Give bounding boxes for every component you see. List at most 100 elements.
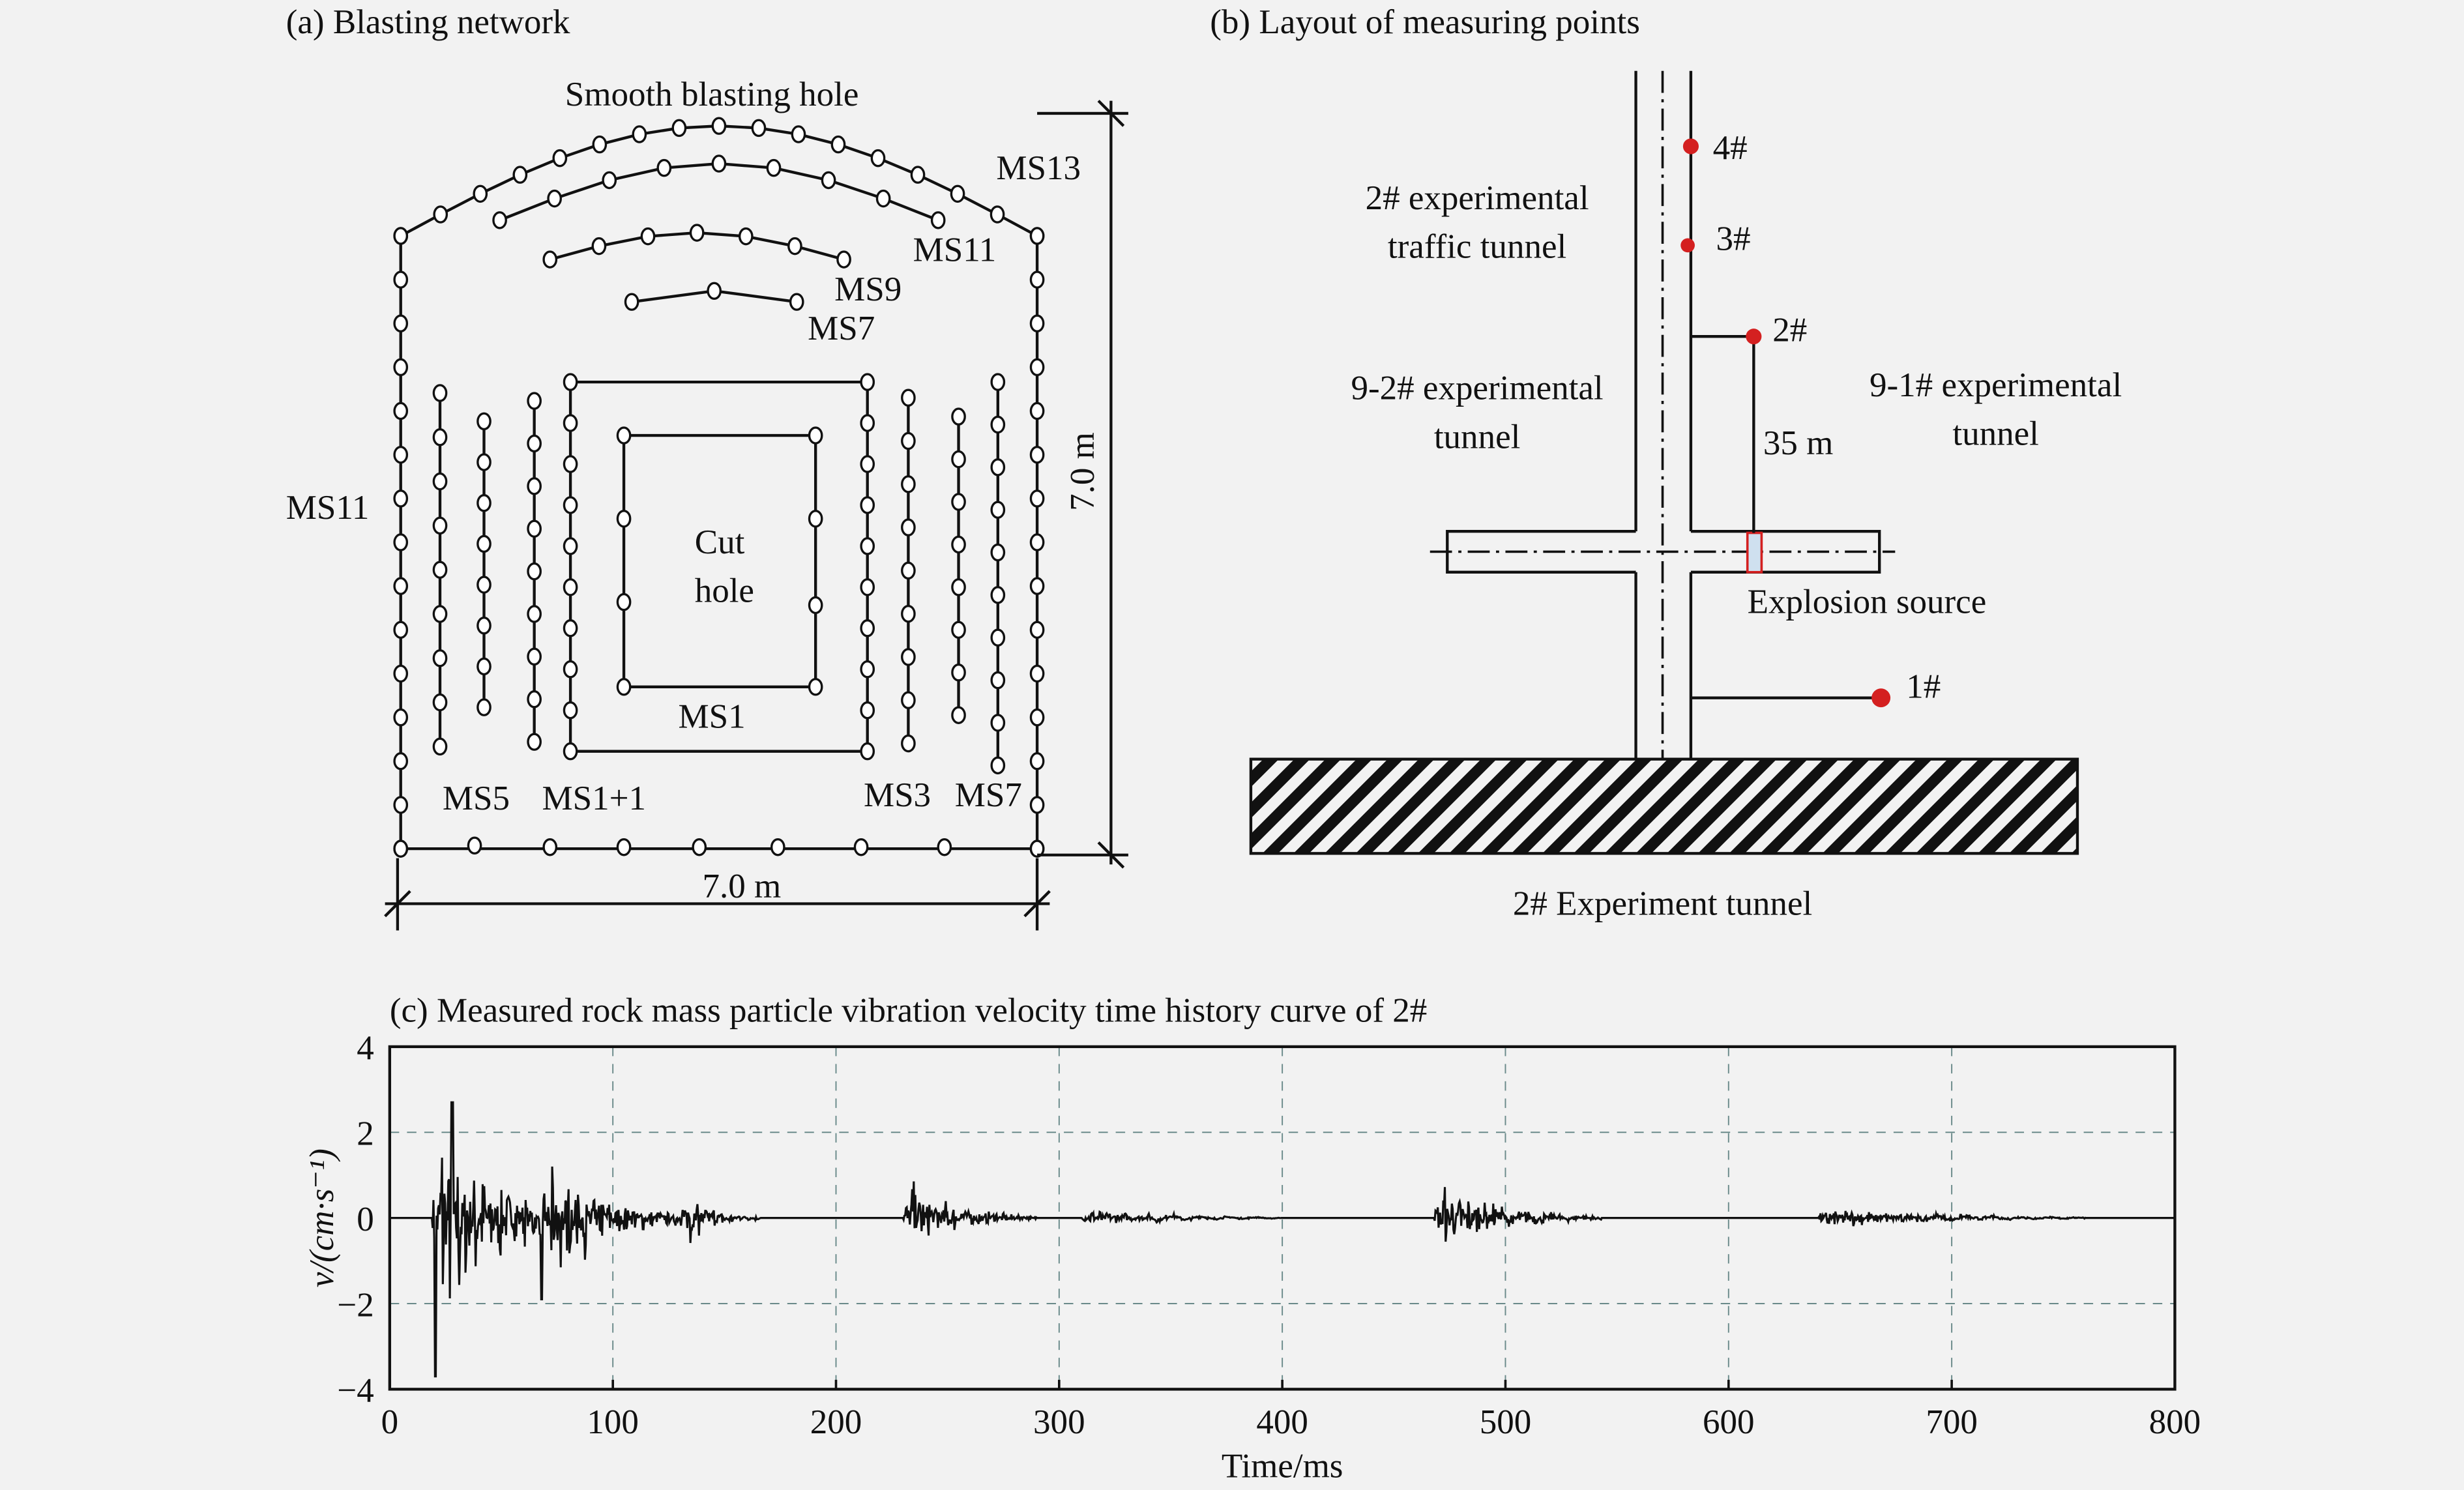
hole bbox=[751, 119, 767, 138]
x-tick-label: 400 bbox=[1256, 1403, 1308, 1441]
hole bbox=[901, 648, 916, 666]
hole bbox=[432, 737, 448, 756]
hole bbox=[477, 494, 491, 512]
hole bbox=[901, 604, 916, 623]
hole bbox=[393, 358, 409, 377]
hole bbox=[789, 293, 804, 311]
label-ms9: MS9 bbox=[834, 270, 902, 308]
hole bbox=[901, 691, 916, 710]
hole bbox=[527, 690, 542, 708]
hole bbox=[951, 706, 966, 724]
hole bbox=[791, 125, 806, 143]
hole bbox=[432, 472, 448, 491]
hole bbox=[542, 250, 558, 269]
blast-holes bbox=[393, 117, 1045, 858]
label-traffic-tunnel-2: traffic tunnel bbox=[1388, 228, 1566, 266]
hole bbox=[1029, 402, 1045, 420]
hole bbox=[951, 450, 966, 469]
x-tick-label: 600 bbox=[1703, 1403, 1755, 1441]
hole bbox=[563, 619, 578, 637]
hole bbox=[393, 314, 409, 332]
hole bbox=[830, 135, 846, 154]
hole bbox=[393, 227, 409, 245]
hole bbox=[860, 414, 875, 432]
hole bbox=[542, 838, 558, 856]
hole bbox=[860, 701, 875, 720]
hole bbox=[689, 224, 705, 242]
hole bbox=[930, 211, 946, 229]
experiment-tunnel-hatch bbox=[1249, 757, 2079, 855]
hole bbox=[711, 117, 727, 135]
hole bbox=[990, 501, 1006, 519]
hole bbox=[860, 578, 875, 596]
hole bbox=[738, 227, 754, 246]
hole bbox=[393, 840, 409, 858]
hole bbox=[1029, 270, 1045, 289]
label-ms7-bottom: MS7 bbox=[955, 776, 1022, 814]
hole bbox=[477, 412, 491, 431]
hole bbox=[1029, 227, 1045, 245]
hole bbox=[950, 184, 965, 203]
panel-b-measuring-layout: (b) Layout of measuring points 4# 3# 2# … bbox=[1210, 3, 2122, 922]
hole bbox=[1029, 664, 1045, 683]
hole bbox=[990, 586, 1006, 604]
hole bbox=[860, 660, 875, 679]
hole bbox=[432, 693, 448, 712]
hole bbox=[393, 708, 409, 727]
hole bbox=[616, 592, 632, 611]
hole bbox=[770, 838, 785, 856]
hole bbox=[432, 649, 448, 667]
hole bbox=[901, 518, 916, 536]
hole bbox=[616, 510, 632, 528]
label-ms5: MS5 bbox=[443, 780, 510, 817]
hole bbox=[563, 578, 578, 596]
x-tick-label: 300 bbox=[1033, 1403, 1085, 1441]
hole bbox=[393, 664, 409, 683]
hole bbox=[632, 125, 647, 143]
hole bbox=[393, 445, 409, 464]
hole bbox=[860, 373, 875, 391]
y-tick-label: −4 bbox=[337, 1372, 374, 1410]
hole bbox=[467, 836, 482, 855]
chart-title: (c) Measured rock mass particle vibratio… bbox=[390, 991, 1427, 1029]
y-tick-label: 0 bbox=[357, 1201, 374, 1238]
hole bbox=[808, 510, 823, 528]
hole bbox=[711, 154, 727, 173]
hole bbox=[808, 678, 823, 696]
hole bbox=[1029, 621, 1045, 639]
hole bbox=[836, 250, 851, 269]
hole bbox=[616, 678, 632, 696]
hole bbox=[808, 596, 823, 615]
hole bbox=[527, 434, 542, 453]
hole bbox=[901, 475, 916, 493]
hole bbox=[563, 455, 578, 473]
hole bbox=[393, 752, 409, 770]
x-tick-label: 500 bbox=[1480, 1403, 1532, 1441]
hole bbox=[624, 293, 639, 311]
hole bbox=[656, 158, 672, 177]
hole bbox=[563, 742, 578, 761]
panel-b-title: (b) Layout of measuring points bbox=[1210, 3, 1640, 41]
hole bbox=[860, 496, 875, 514]
x-tick-label: 0 bbox=[381, 1403, 399, 1441]
x-tick-label: 800 bbox=[2149, 1403, 2201, 1441]
label-traffic-tunnel-1: 2# experimental bbox=[1366, 179, 1589, 217]
panel-a-title: (a) Blasting network bbox=[286, 3, 570, 41]
hole bbox=[616, 838, 632, 856]
hole bbox=[1029, 533, 1045, 551]
point-label-2: 2# bbox=[1772, 311, 1807, 349]
hole bbox=[393, 577, 409, 595]
hole bbox=[990, 756, 1006, 775]
label-ms3: MS3 bbox=[864, 776, 931, 814]
label-9-1-tunnel-2: tunnel bbox=[1952, 415, 2039, 453]
hole bbox=[901, 431, 916, 450]
hole bbox=[527, 605, 542, 623]
hole bbox=[1029, 314, 1045, 332]
x-tick-label: 700 bbox=[1926, 1403, 1978, 1441]
hole bbox=[432, 516, 448, 535]
hole bbox=[393, 402, 409, 420]
hole bbox=[393, 489, 409, 508]
hole bbox=[432, 428, 448, 446]
hole bbox=[512, 166, 528, 184]
hole bbox=[477, 657, 491, 676]
